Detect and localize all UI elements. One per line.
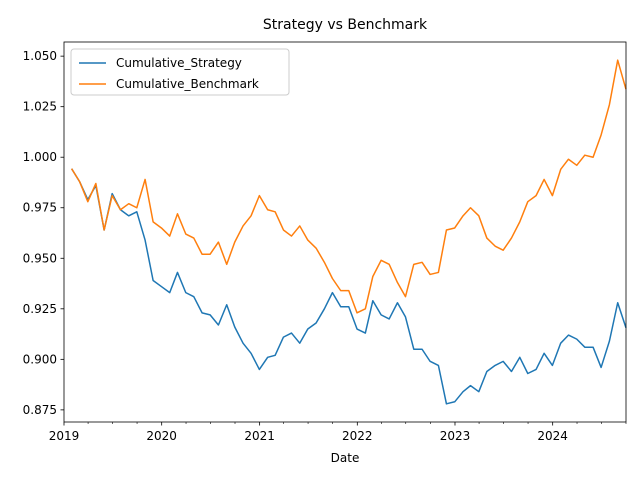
legend-box <box>70 48 290 96</box>
y-tick-label: 0.950 <box>23 251 57 265</box>
legend-label-1: Cumulative_Benchmark <box>116 77 259 91</box>
x-axis-title: Date <box>331 451 360 465</box>
x-tick-label: 2024 <box>537 429 568 443</box>
y-tick-label: 0.900 <box>23 352 57 366</box>
legend-label-0: Cumulative_Strategy <box>116 56 242 70</box>
y-tick-label: 0.925 <box>23 302 57 316</box>
legend: Cumulative_Strategy Cumulative_Benchmark <box>70 48 290 96</box>
y-tick-label: 1.000 <box>23 150 57 164</box>
x-tick-label: 2022 <box>342 429 373 443</box>
x-axis: 2019 2020 2021 2022 2023 2024 <box>49 422 627 443</box>
x-tick-label: 2020 <box>146 429 177 443</box>
plot-frame <box>63 41 627 423</box>
y-tick-label: 1.025 <box>23 100 57 114</box>
plot-lines <box>70 59 627 405</box>
y-tick-label: 1.050 <box>23 49 57 63</box>
chart-title: Strategy vs Benchmark <box>263 17 428 33</box>
x-tick-label: 2019 <box>49 429 80 443</box>
x-tick-label: 2021 <box>244 429 275 443</box>
series-line-1 <box>70 59 627 314</box>
y-axis: 0.875 0.900 0.925 0.950 0.975 1.000 1.025 1.050 <box>23 49 64 417</box>
series-line-0 <box>70 168 627 405</box>
y-tick-label: 0.975 <box>23 201 57 215</box>
y-tick-label: 0.875 <box>23 403 57 417</box>
x-tick-label: 2023 <box>440 429 471 443</box>
